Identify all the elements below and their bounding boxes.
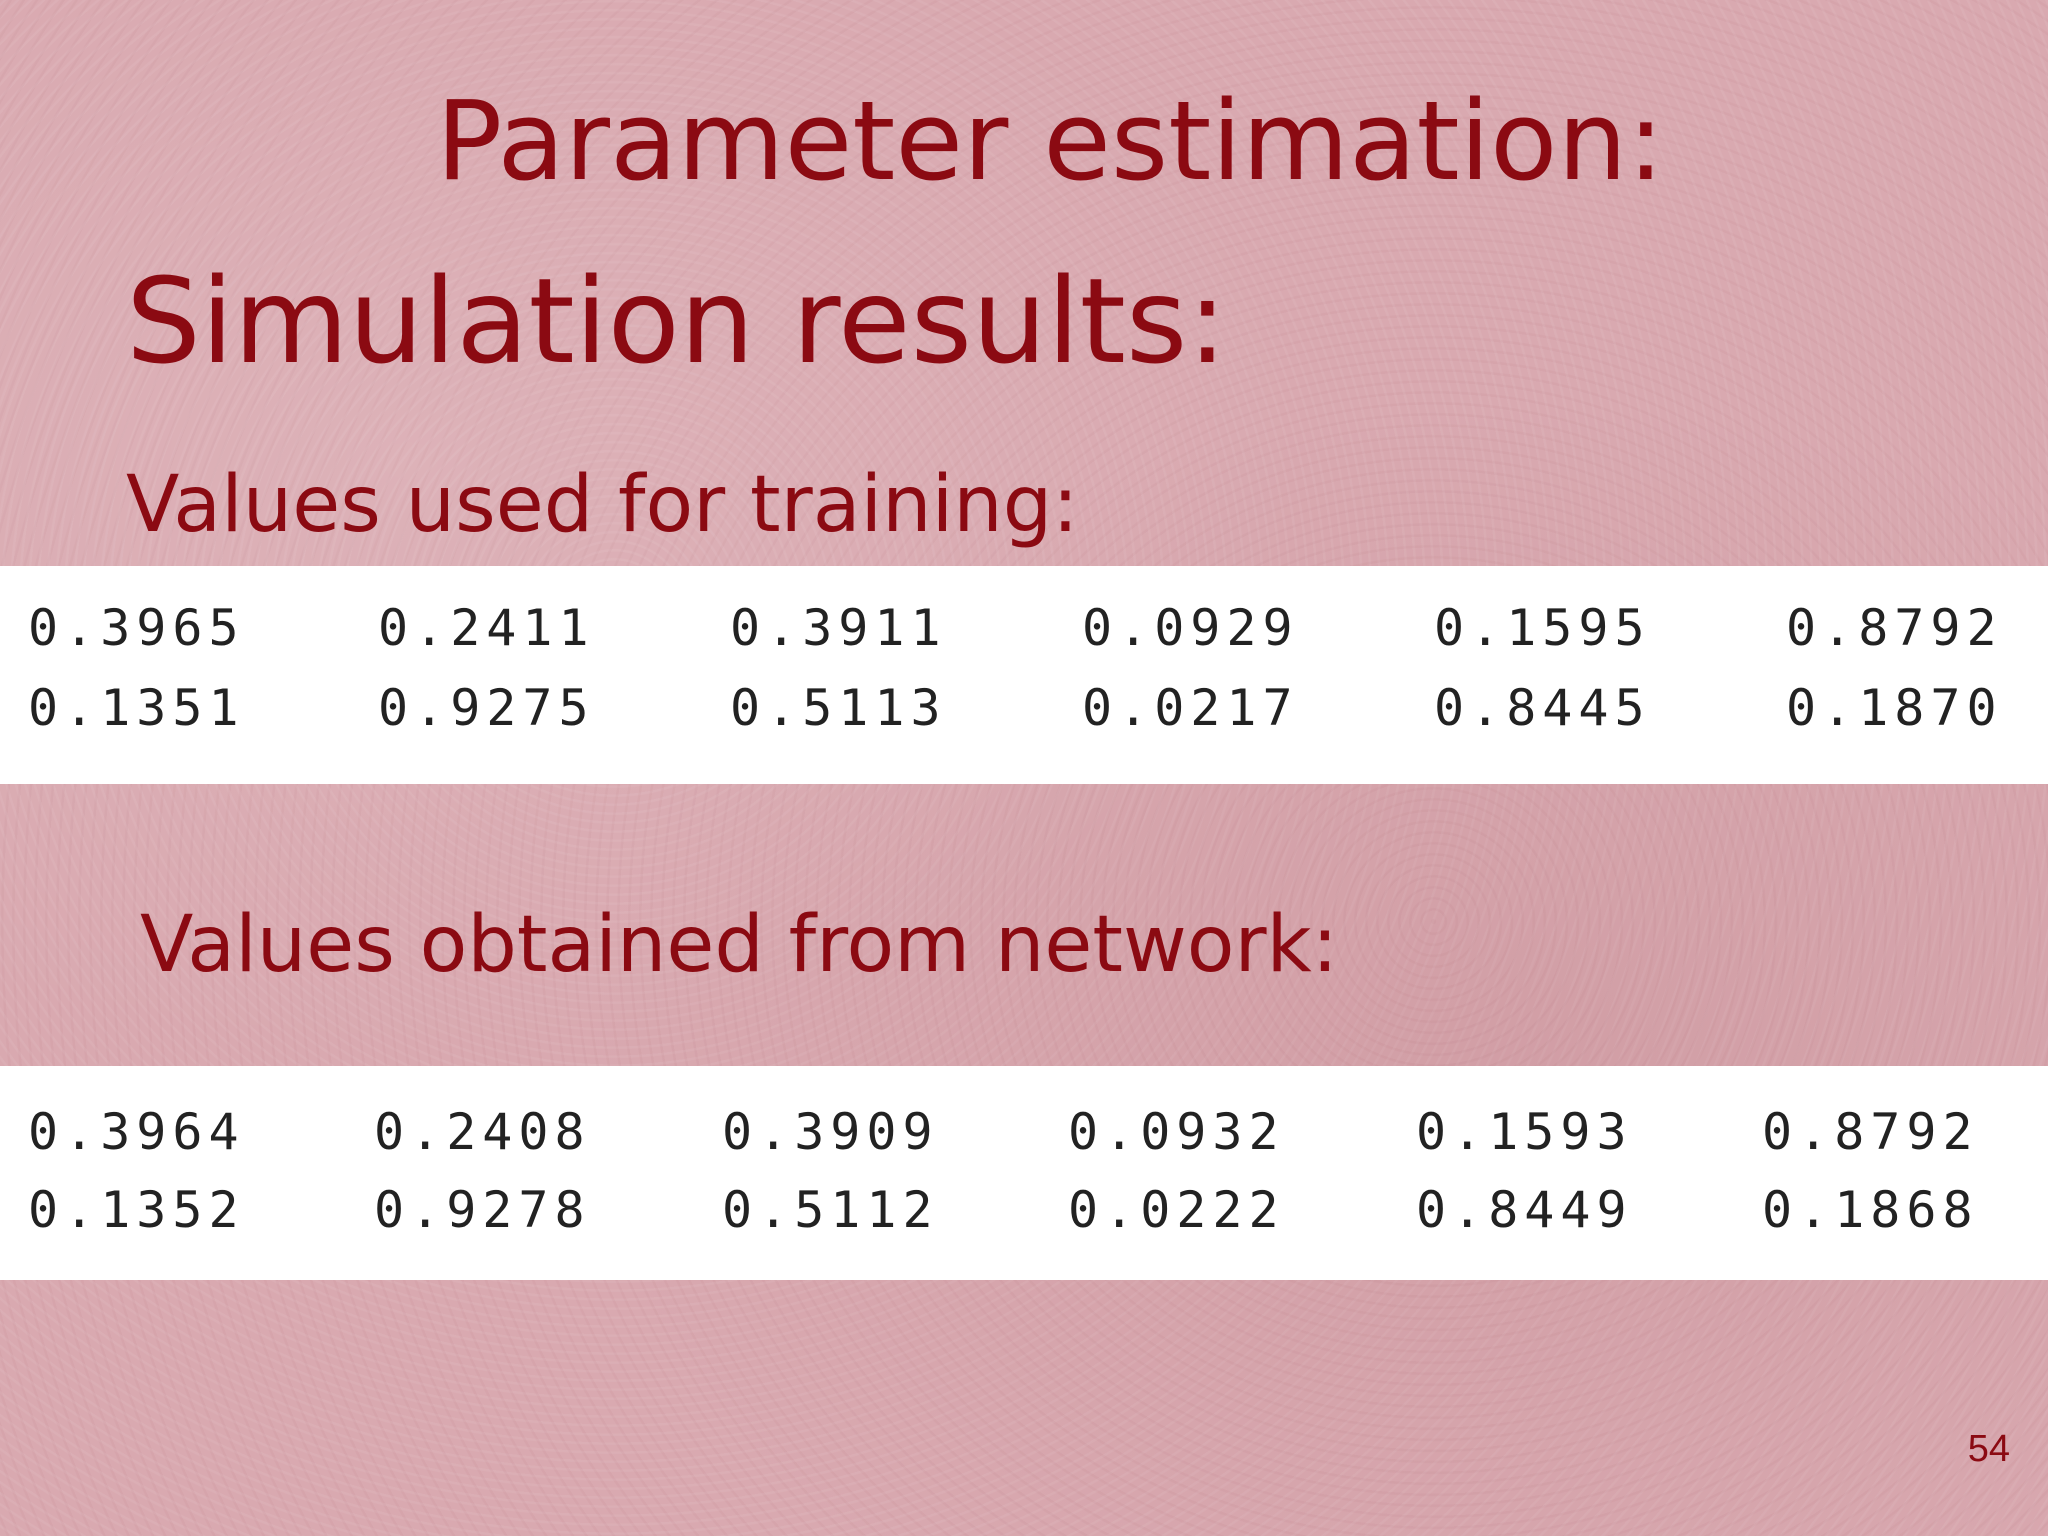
slide-subtitle: Simulation results: <box>126 252 1228 390</box>
training-values-panel: 0.3965 0.2411 0.3911 0.0929 0.1595 0.879… <box>0 566 2048 784</box>
training-value: 0.1595 <box>1434 599 1651 657</box>
network-value: 0.8449 <box>1416 1181 1633 1239</box>
training-row-1: 0.3965 0.2411 0.3911 0.0929 0.1595 0.879… <box>0 598 2048 658</box>
training-value: 0.1351 <box>28 679 245 737</box>
network-value: 0.3964 <box>28 1103 245 1161</box>
network-row-2: 0.1352 0.9278 0.5112 0.0222 0.8449 0.186… <box>0 1180 2048 1240</box>
training-value: 0.3965 <box>28 599 245 657</box>
network-value: 0.3909 <box>722 1103 939 1161</box>
training-value: 0.5113 <box>730 679 947 737</box>
training-value: 0.9275 <box>378 679 595 737</box>
page-number: 54 <box>1967 1428 2010 1470</box>
network-value: 0.2408 <box>374 1103 591 1161</box>
training-value: 0.3911 <box>730 599 947 657</box>
training-value: 0.1870 <box>1786 679 2003 737</box>
network-value: 0.1352 <box>28 1181 245 1239</box>
network-row-1: 0.3964 0.2408 0.3909 0.0932 0.1593 0.879… <box>0 1102 2048 1162</box>
training-value: 0.8792 <box>1786 599 2003 657</box>
network-value: 0.9278 <box>374 1181 591 1239</box>
training-value: 0.0217 <box>1082 679 1299 737</box>
training-values-label: Values used for training: <box>126 460 1079 550</box>
network-value: 0.1868 <box>1762 1181 1979 1239</box>
training-value: 0.8445 <box>1434 679 1651 737</box>
network-value: 0.0222 <box>1068 1181 1285 1239</box>
slide-title: Parameter estimation: <box>436 77 1665 205</box>
training-value: 0.2411 <box>378 599 595 657</box>
training-value: 0.0929 <box>1082 599 1299 657</box>
network-value: 0.5112 <box>722 1181 939 1239</box>
network-value: 0.1593 <box>1416 1103 1633 1161</box>
network-value: 0.0932 <box>1068 1103 1285 1161</box>
network-values-label: Values obtained from network: <box>140 900 1338 990</box>
network-value: 0.8792 <box>1762 1103 1979 1161</box>
network-values-panel: 0.3964 0.2408 0.3909 0.0932 0.1593 0.879… <box>0 1066 2048 1280</box>
training-row-2: 0.1351 0.9275 0.5113 0.0217 0.8445 0.187… <box>0 678 2048 738</box>
